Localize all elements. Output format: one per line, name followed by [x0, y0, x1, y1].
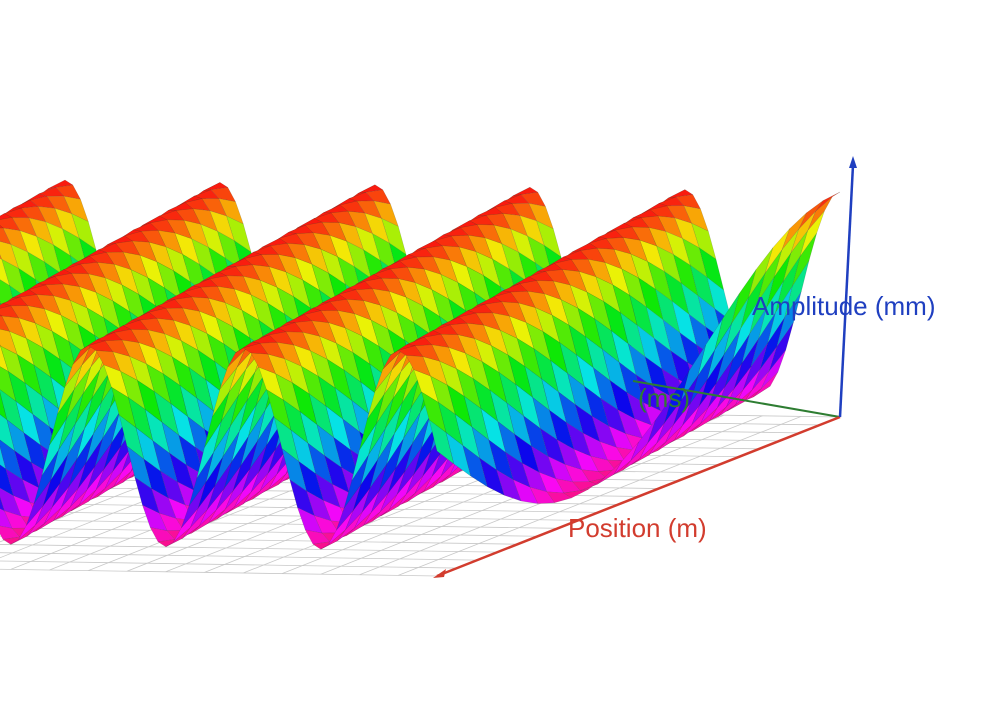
surface-patch	[0, 258, 10, 286]
z-axis-line	[838, 164, 855, 418]
surface-patch	[0, 224, 4, 229]
surface-patch	[429, 419, 455, 465]
surface-patch	[0, 314, 3, 317]
surface-patch	[0, 446, 6, 470]
y-axis-line	[632, 380, 841, 418]
floor-grid-line-position	[0, 568, 438, 577]
z-axis-label: Amplitude (mm)	[752, 291, 935, 321]
floor-grid-line-position	[0, 535, 518, 545]
wave-surface	[0, 179, 841, 550]
surface-patch	[0, 303, 12, 309]
x-axis-arrow	[433, 569, 446, 578]
surface-patch	[0, 227, 12, 245]
floor-grid-line-position	[0, 519, 558, 529]
surface-patch	[0, 315, 10, 332]
surface-patch	[0, 496, 5, 512]
floor-grid-line-position	[0, 552, 478, 561]
floor-grid-line-position	[0, 544, 498, 553]
y-axis-label: (ms)	[638, 383, 690, 413]
floor-grid-line-position	[0, 560, 458, 569]
x-axis-line	[436, 415, 841, 578]
surface-patch	[0, 392, 8, 421]
z-axis-arrow	[849, 156, 857, 168]
x-axis-label: Position (m)	[568, 513, 707, 543]
surface-patch	[0, 345, 9, 372]
floor-grid-line-position	[0, 510, 579, 521]
floor-grid-line-position	[0, 527, 538, 537]
surface-patch	[0, 254, 2, 260]
